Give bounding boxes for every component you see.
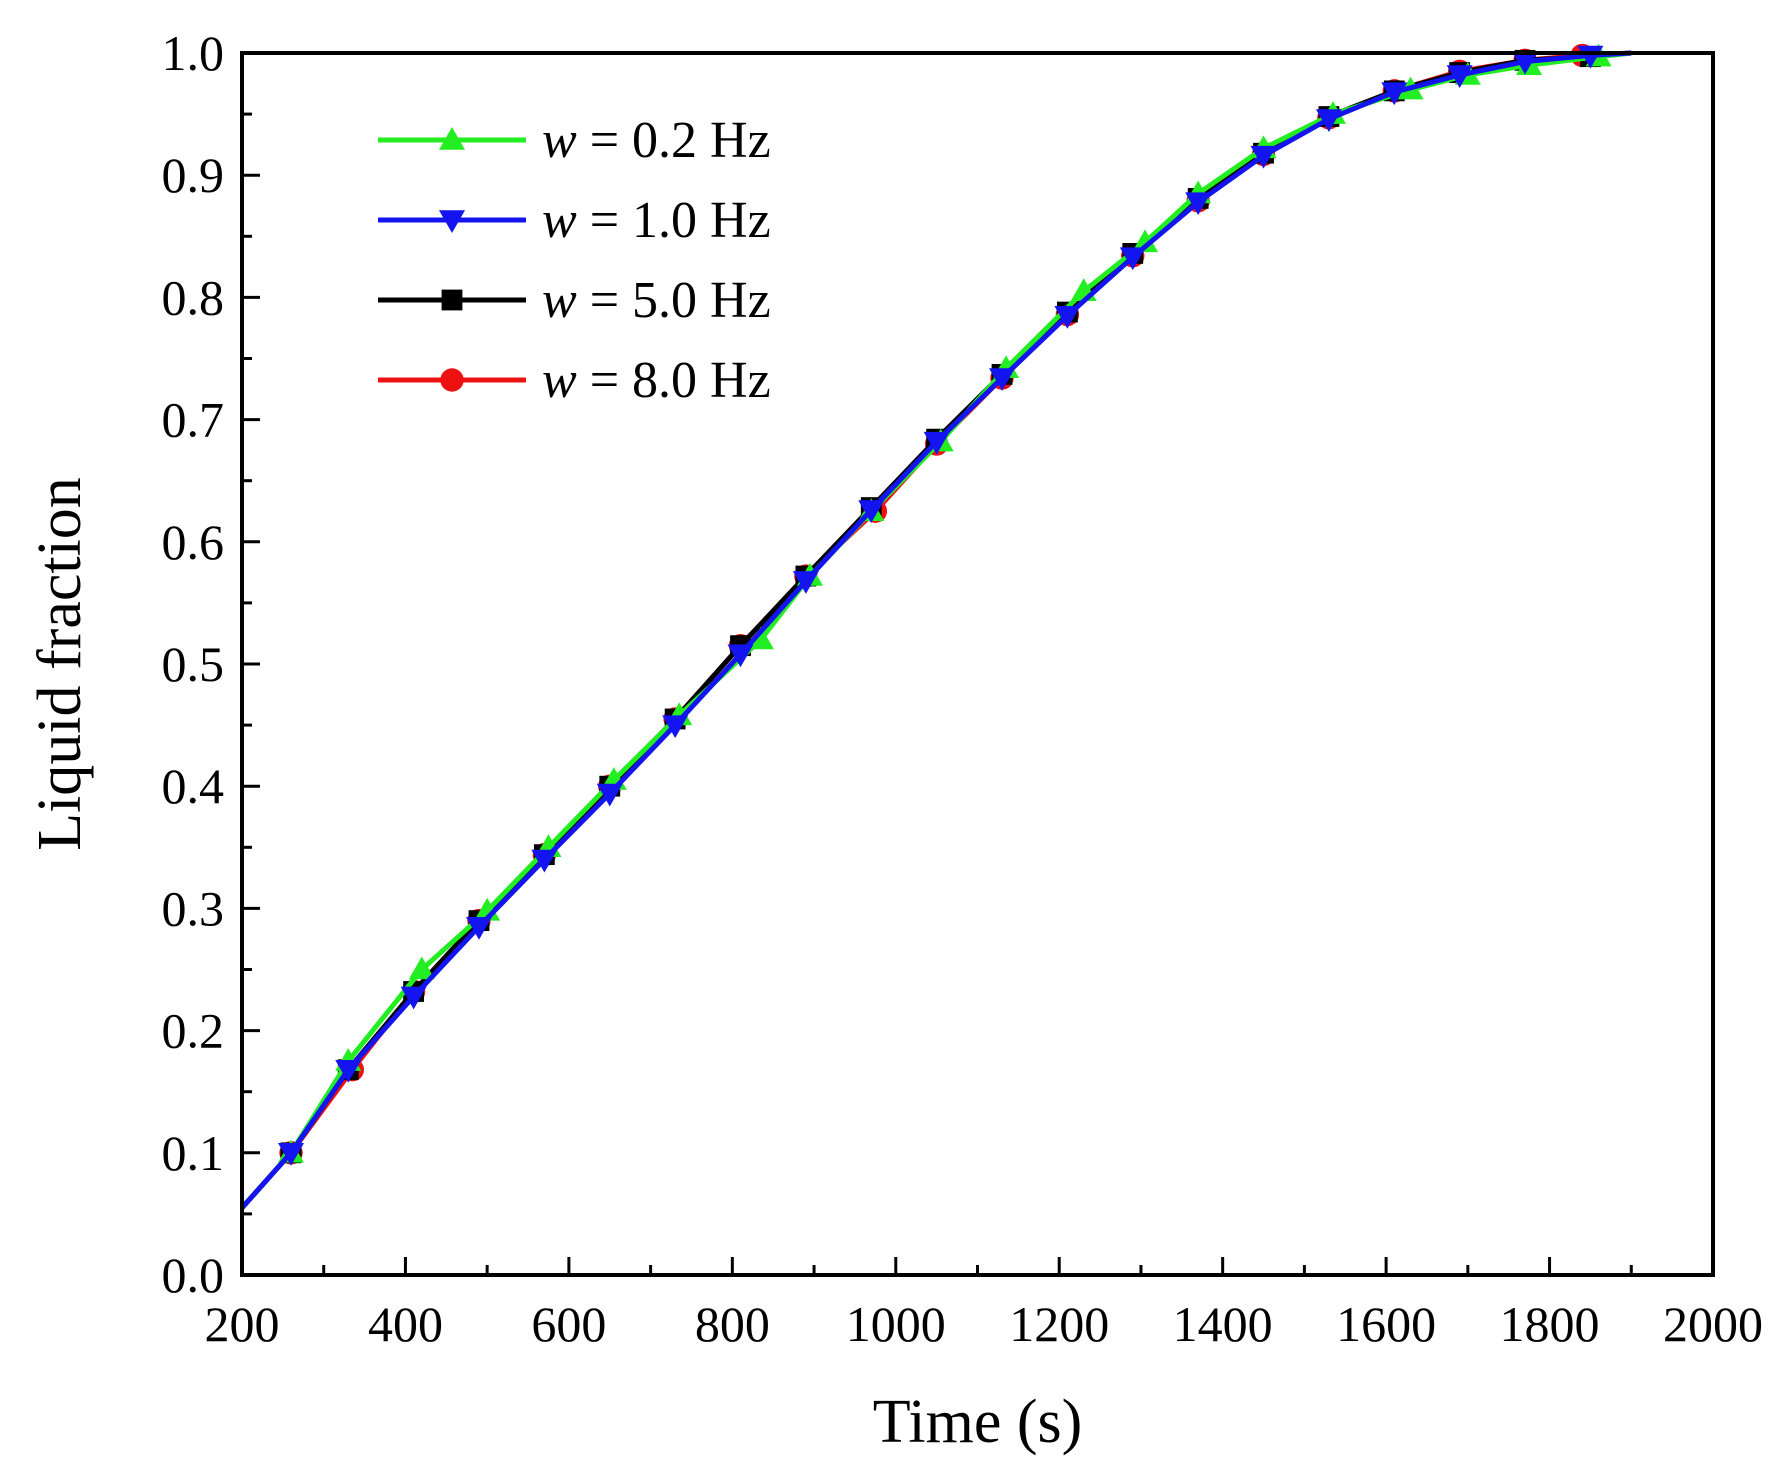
- data-point: [923, 431, 950, 455]
- data-point: [1512, 51, 1539, 75]
- legend-label-variable: w: [542, 112, 577, 169]
- y-tick-label: 0.6: [162, 514, 225, 570]
- legend-label-variable: w: [542, 192, 577, 249]
- legend-label-value: = 8.0 Hz: [577, 352, 771, 409]
- legend-item: w = 1.0 Hz: [378, 192, 771, 249]
- legend-marker: [439, 127, 465, 150]
- axes-layer: 200 400 600 800 1000 1200 1400 1600 1800 2000 0.0 0…: [162, 25, 1764, 1352]
- data-point: [400, 986, 427, 1010]
- data-point: [727, 644, 754, 668]
- legend-label-variable: w: [542, 272, 577, 329]
- data-point: [747, 626, 774, 650]
- legend-item: w = 8.0 Hz: [378, 352, 771, 409]
- legend-marker: [439, 210, 465, 233]
- x-tick-label: 1400: [1173, 1296, 1273, 1352]
- y-tick-label: 0.8: [162, 269, 225, 325]
- x-tick-label: 2000: [1663, 1296, 1763, 1352]
- x-tick-label: 400: [368, 1296, 443, 1352]
- data-point: [792, 571, 819, 594]
- data-point: [1185, 192, 1212, 216]
- data-point: [989, 368, 1016, 392]
- y-axis-title: Liquid fraction: [26, 477, 94, 851]
- x-tick-label: 1800: [1500, 1296, 1600, 1352]
- legend: w = 0.2 Hzw = 1.0 Hzw = 5.0 Hzw = 8.0 Hz: [378, 112, 771, 409]
- legend-label: w = 0.2 Hz: [542, 112, 771, 169]
- y-tick-label: 0.7: [162, 392, 225, 448]
- y-tick-label: 0.4: [162, 758, 225, 814]
- data-point: [465, 916, 492, 940]
- data-point: [278, 1143, 305, 1166]
- y-tick-label: 0.5: [162, 636, 225, 692]
- data-point: [531, 849, 558, 873]
- data-point: [1250, 145, 1277, 169]
- x-tick-label: 200: [205, 1296, 280, 1352]
- series-layer: [240, 43, 1632, 1210]
- legend-label: w = 1.0 Hz: [542, 192, 771, 249]
- y-tick-label: 0.3: [162, 880, 225, 936]
- data-point: [1381, 82, 1408, 106]
- y-tick-label: 0.2: [162, 1003, 225, 1059]
- x-tick-label: 600: [531, 1296, 606, 1352]
- legend-label: w = 5.0 Hz: [542, 272, 771, 329]
- data-point: [335, 1059, 362, 1083]
- x-tick-label: 1000: [846, 1296, 946, 1352]
- x-tick-label: 1600: [1336, 1296, 1436, 1352]
- legend-marker: [441, 289, 463, 311]
- data-point: [408, 956, 435, 980]
- legend-label-value: = 5.0 Hz: [577, 272, 771, 329]
- legend-label: w = 8.0 Hz: [542, 352, 771, 409]
- legend-label-value: = 0.2 Hz: [577, 112, 771, 169]
- legend-item: w = 0.2 Hz: [378, 112, 771, 169]
- x-tick-label: 1200: [1009, 1296, 1109, 1352]
- data-point: [1119, 247, 1146, 271]
- legend-marker: [440, 368, 464, 392]
- data-point: [1132, 229, 1159, 253]
- y-tick-label: 0.1: [162, 1125, 225, 1181]
- y-tick-label: 0.9: [162, 147, 225, 203]
- data-point: [1446, 65, 1473, 88]
- data-point: [858, 500, 885, 524]
- data-point: [662, 715, 689, 739]
- series-w-1-0-hz: [240, 45, 1632, 1210]
- x-tick-label: 800: [695, 1296, 770, 1352]
- y-tick-label: 1.0: [162, 25, 225, 81]
- data-point: [596, 783, 623, 807]
- x-axis-title: Time (s): [873, 1388, 1083, 1456]
- data-point: [1054, 305, 1081, 329]
- y-tick-label: 0.0: [162, 1247, 225, 1303]
- legend-label-variable: w: [542, 352, 577, 409]
- legend-item: w = 5.0 Hz: [378, 272, 771, 329]
- data-point: [1315, 109, 1342, 132]
- legend-label-value: = 1.0 Hz: [577, 192, 771, 249]
